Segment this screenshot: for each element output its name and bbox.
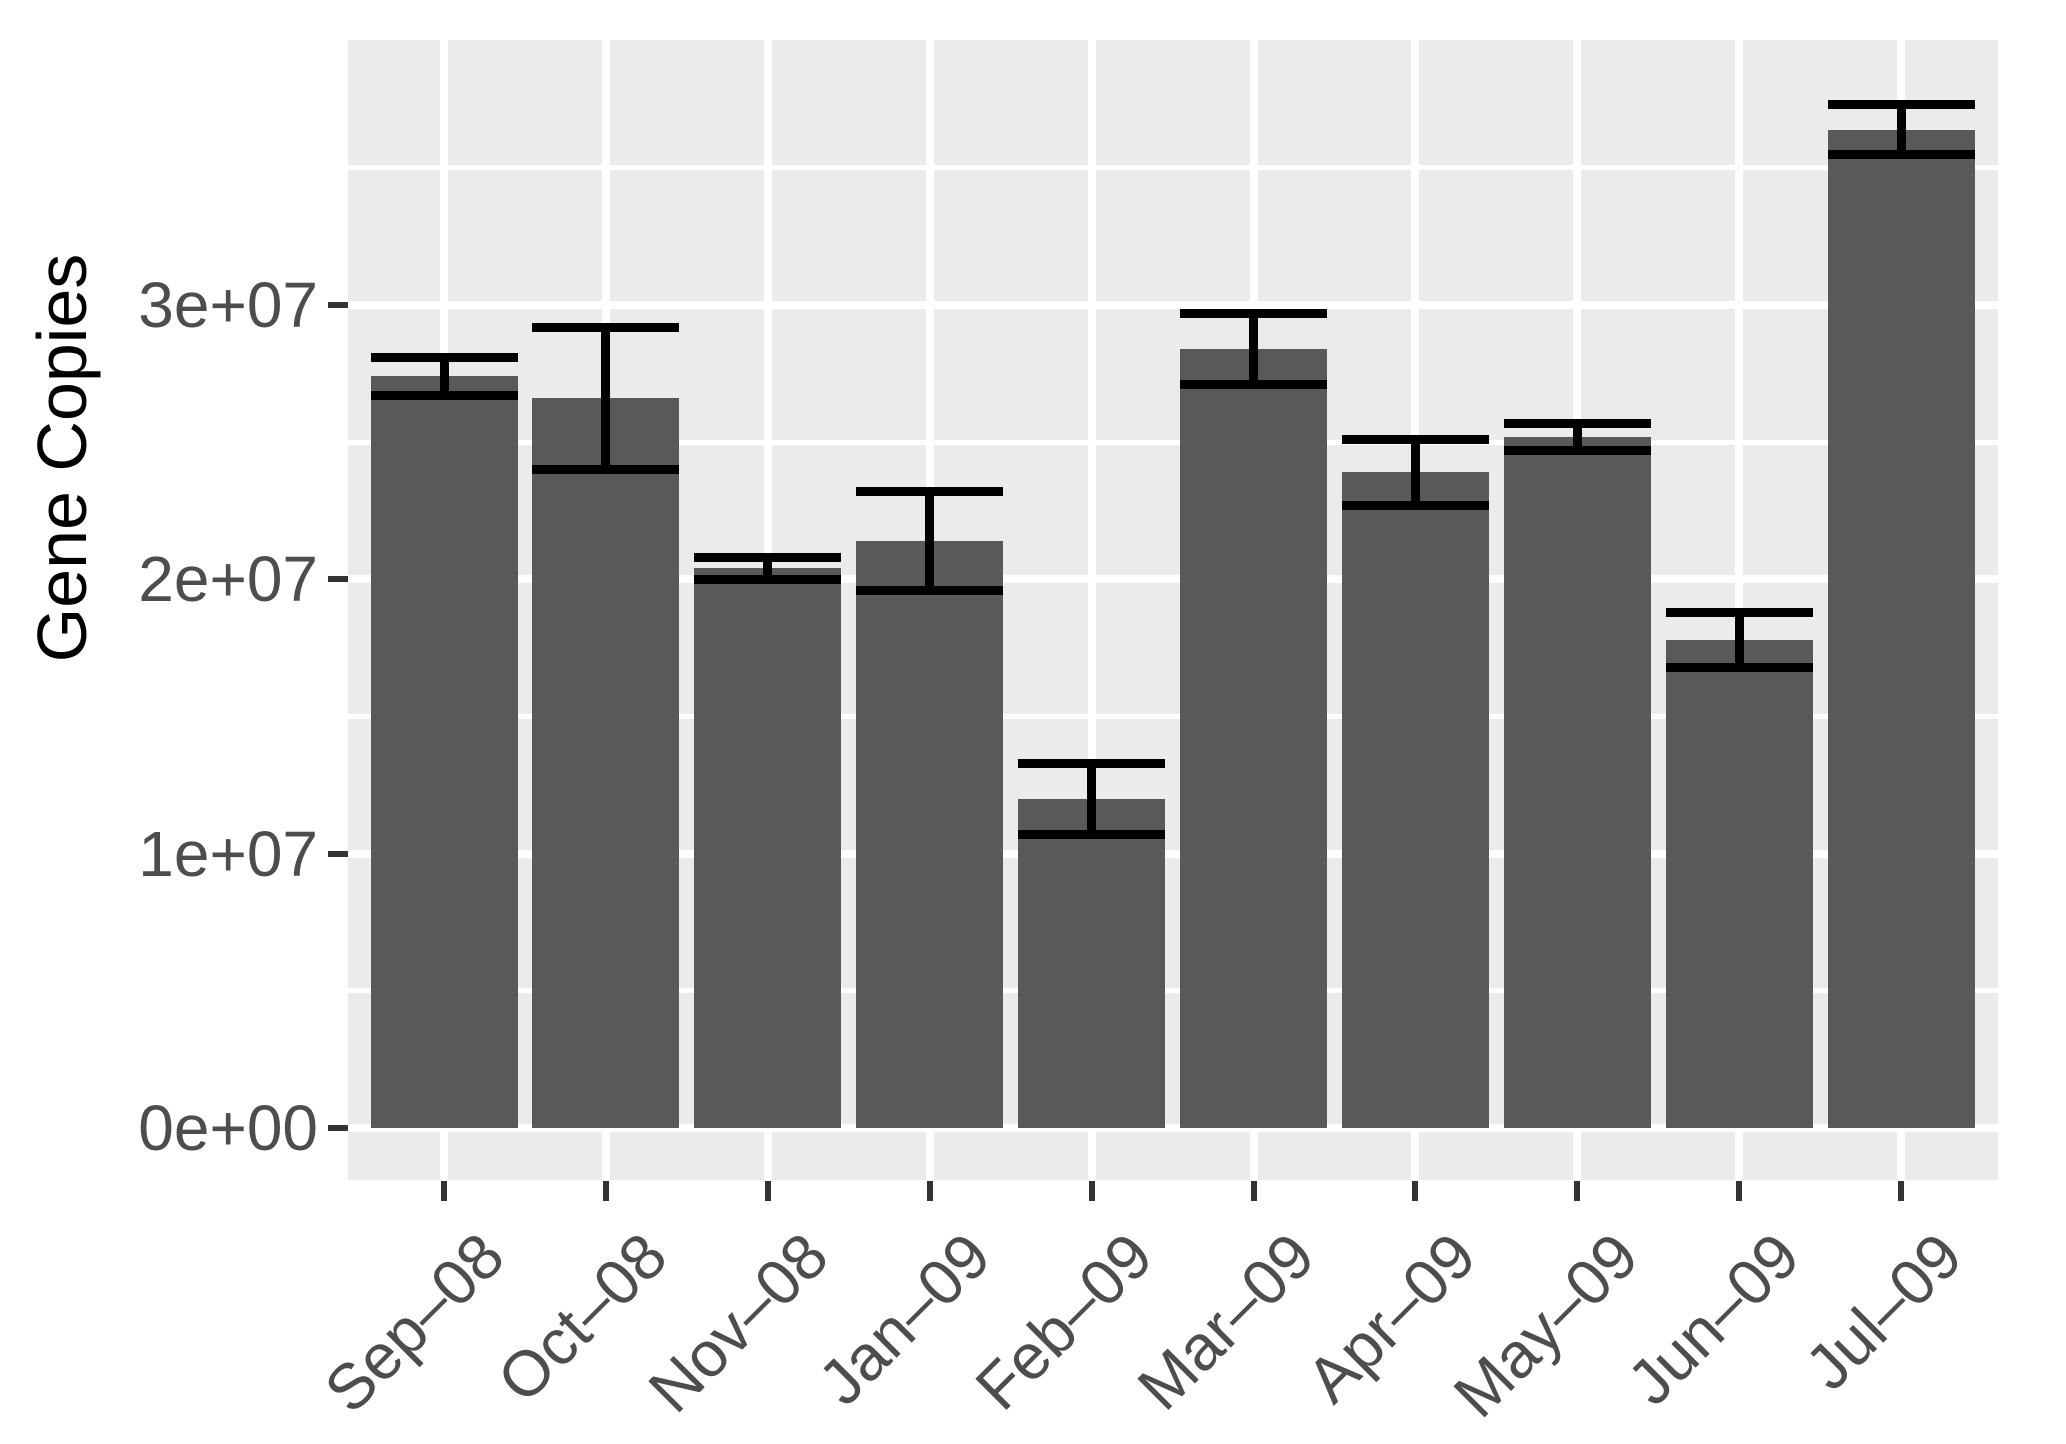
gridline-major-y <box>348 575 1998 584</box>
x-axis-tick <box>1736 1181 1743 1201</box>
error-bar-stem <box>1572 423 1582 451</box>
error-bar-stem <box>1734 612 1744 668</box>
error-bar-cap-bottom <box>1018 829 1166 839</box>
y-axis-tick <box>328 576 348 583</box>
x-axis-tick-label: Mar–09 <box>1123 1219 1328 1424</box>
error-bar-cap-bottom <box>856 585 1004 595</box>
error-bar-cap-top <box>856 487 1004 497</box>
gridline-major-y <box>348 1124 1998 1132</box>
bar <box>1180 348 1327 1128</box>
gridline-minor-y <box>348 714 1998 720</box>
error-bar-stem <box>439 357 449 396</box>
error-bar-cap-top <box>1827 100 1975 110</box>
gridline-major-y <box>348 301 1998 310</box>
x-axis-tick <box>602 1181 609 1201</box>
y-axis-title: Gene Copies <box>23 253 101 663</box>
error-bar-cap-bottom <box>532 465 680 475</box>
error-bar-stem <box>925 491 935 591</box>
x-axis-tick <box>441 1181 447 1201</box>
y-axis-tick-label: 2e+07 <box>138 543 318 616</box>
error-bar-cap-bottom <box>1665 662 1813 672</box>
x-axis-tick <box>1088 1181 1095 1201</box>
bar <box>1665 639 1813 1128</box>
x-axis-tick <box>926 1181 933 1201</box>
gridline-minor-y <box>348 165 1998 171</box>
x-axis-tick-label: Jan–09 <box>804 1219 1004 1419</box>
x-axis-tick-label: Sep–08 <box>311 1219 519 1427</box>
error-bar-cap-top <box>1180 308 1327 318</box>
error-bar-stem <box>763 557 773 580</box>
x-axis-tick-label: Nov–08 <box>635 1219 842 1427</box>
x-axis-tick-label: Jul–09 <box>1790 1219 1976 1404</box>
bar <box>1503 436 1651 1128</box>
error-bar-stem <box>1087 763 1097 835</box>
bar <box>1018 798 1166 1128</box>
y-axis-tick <box>328 850 348 857</box>
bar <box>370 376 518 1128</box>
x-axis-tick-label: Jun–09 <box>1613 1219 1814 1419</box>
bar <box>1827 129 1975 1128</box>
error-bar-stem <box>1410 439 1420 506</box>
bar <box>856 540 1004 1128</box>
x-axis-tick <box>1574 1181 1581 1201</box>
y-axis-tick-label: 1e+07 <box>138 817 318 890</box>
error-bar-cap-bottom <box>1503 445 1651 455</box>
x-axis-tick <box>1898 1181 1905 1201</box>
error-bar-cap-top <box>1665 607 1813 617</box>
error-bar-cap-bottom <box>694 574 842 584</box>
gridline-minor-y <box>348 439 1998 445</box>
y-axis-tick-label: 0e+00 <box>138 1092 318 1164</box>
bar <box>694 568 842 1128</box>
bar <box>1341 472 1489 1128</box>
error-bar-cap-bottom <box>1827 149 1975 159</box>
x-axis-tick <box>1412 1181 1419 1201</box>
y-axis-tick-label: 3e+07 <box>138 269 318 342</box>
error-bar-cap-top <box>370 352 518 362</box>
bar <box>532 398 680 1128</box>
error-bar-cap-bottom <box>370 391 518 401</box>
error-bar-cap-top <box>694 552 842 562</box>
gridline-major-x <box>1087 40 1096 1180</box>
x-axis-tick <box>764 1181 771 1201</box>
error-bar-stem <box>1896 104 1906 155</box>
error-bar-cap-top <box>1503 418 1651 428</box>
error-bar-cap-bottom <box>1341 500 1489 510</box>
x-axis-tick <box>1250 1181 1257 1201</box>
y-axis-tick <box>328 1125 348 1131</box>
error-bar-stem <box>601 327 611 470</box>
error-bar-cap-bottom <box>1180 380 1327 390</box>
x-axis-tick-label: Feb–09 <box>961 1219 1166 1424</box>
gridline-major-y <box>348 849 1998 858</box>
error-bar-cap-top <box>1341 435 1489 444</box>
error-bar-cap-top <box>532 322 680 332</box>
gridline-minor-y <box>348 988 1998 994</box>
error-bar-cap-top <box>1018 758 1166 768</box>
error-bar-stem <box>1249 313 1258 385</box>
y-axis-tick <box>328 302 348 309</box>
